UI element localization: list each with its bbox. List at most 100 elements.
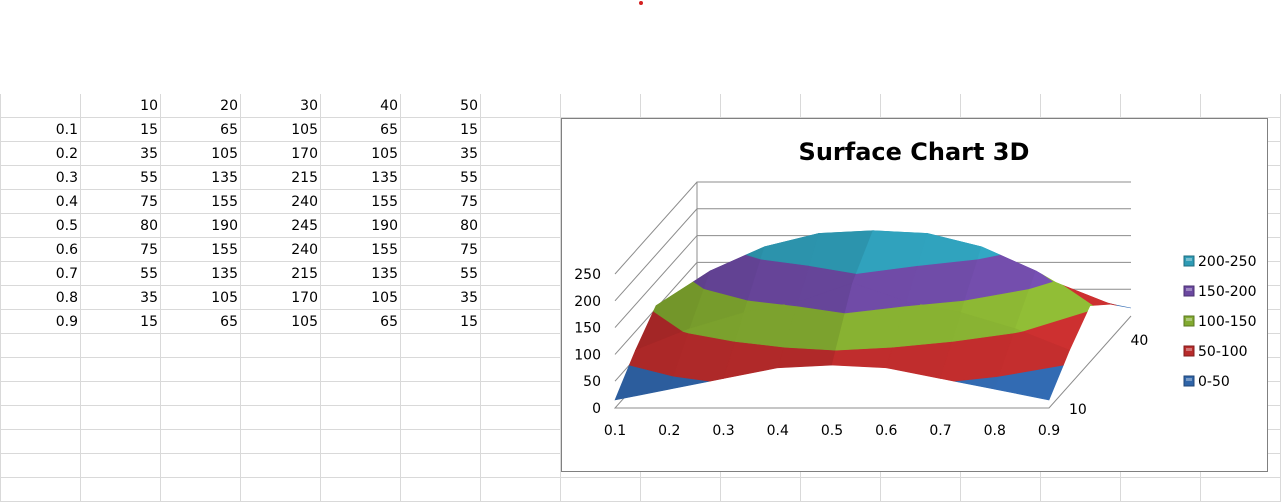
row-label-cell[interactable]: 0.7 (55, 266, 78, 282)
header-cell[interactable]: 20 (220, 98, 238, 114)
data-cell[interactable]: 75 (460, 242, 478, 258)
data-cell[interactable]: 75 (460, 194, 478, 210)
depth-tick-label: 40 (1131, 333, 1149, 349)
legend-swatch-highlight (1186, 378, 1192, 381)
legend-label: 100-150 (1198, 314, 1257, 330)
data-cell[interactable]: 105 (371, 146, 398, 162)
legend-swatch (1183, 285, 1195, 297)
grid-line-col (560, 94, 561, 502)
data-cell[interactable]: 55 (460, 266, 478, 282)
data-cell[interactable]: 135 (211, 266, 238, 282)
x-tick-label: 0.9 (1038, 423, 1060, 439)
data-cell[interactable]: 35 (140, 290, 158, 306)
data-cell[interactable]: 215 (291, 266, 318, 282)
data-cell[interactable]: 15 (460, 122, 478, 138)
legend-item[interactable]: 0-50 (1183, 374, 1230, 390)
data-cell[interactable]: 245 (291, 218, 318, 234)
data-cell[interactable]: 135 (371, 170, 398, 186)
data-cell[interactable]: 155 (371, 242, 398, 258)
z-tick-label: 150 (574, 321, 601, 337)
row-label-cell[interactable]: 0.9 (55, 314, 78, 330)
surface-facet (1013, 328, 1024, 334)
z-tick-label: 0 (592, 401, 601, 417)
row-label-cell[interactable]: 0.8 (55, 290, 78, 306)
legend-item[interactable]: 100-150 (1183, 314, 1257, 330)
data-cell[interactable]: 190 (371, 218, 398, 234)
chart-title: Surface Chart 3D (799, 138, 1030, 166)
data-cell[interactable]: 80 (140, 218, 158, 234)
chart-canvas: Surface Chart 3D 0 50 100 150 200 250 0.1 0.2 0.… (574, 138, 1257, 439)
data-cell[interactable]: 105 (291, 122, 318, 138)
cursor-marker (639, 1, 643, 5)
row-label-cell[interactable]: 0.3 (55, 170, 78, 186)
data-cell[interactable]: 55 (140, 266, 158, 282)
data-cell[interactable]: 35 (460, 146, 478, 162)
row-label-cell[interactable]: 0.1 (55, 122, 78, 138)
data-cell[interactable]: 15 (460, 314, 478, 330)
data-cell[interactable]: 55 (140, 170, 158, 186)
legend-label: 50-100 (1198, 344, 1248, 360)
data-cell[interactable]: 215 (291, 170, 318, 186)
grid-line-col (160, 94, 161, 502)
x-tick-label: 0.4 (767, 423, 789, 439)
row-label-cell[interactable]: 0.5 (55, 218, 78, 234)
data-cell[interactable]: 35 (140, 146, 158, 162)
header-cell[interactable]: 40 (380, 98, 398, 114)
data-cell[interactable]: 135 (371, 266, 398, 282)
data-cell[interactable]: 105 (371, 290, 398, 306)
legend-swatch (1183, 375, 1195, 387)
data-cell[interactable]: 190 (211, 218, 238, 234)
surface-facet (905, 301, 921, 307)
data-cell[interactable]: 105 (211, 290, 238, 306)
data-cell[interactable]: 240 (291, 194, 318, 210)
legend-item[interactable]: 150-200 (1183, 284, 1257, 300)
legend-label: 0-50 (1198, 374, 1230, 390)
legend-swatch-highlight (1186, 348, 1192, 351)
grid-line-col (0, 94, 1, 502)
grid-line-col (80, 94, 81, 502)
row-label-cell[interactable]: 0.4 (55, 194, 78, 210)
data-cell[interactable]: 75 (140, 242, 158, 258)
data-cell[interactable]: 170 (291, 290, 318, 306)
z-tick-label: 250 (574, 267, 601, 283)
data-cell[interactable]: 135 (211, 170, 238, 186)
data-cell[interactable]: 65 (380, 314, 398, 330)
x-tick-label: 0.3 (712, 423, 734, 439)
data-cell[interactable]: 55 (460, 170, 478, 186)
z-tick-label: 200 (574, 294, 601, 310)
legend-swatch-highlight (1186, 288, 1192, 291)
header-cell[interactable]: 50 (460, 98, 478, 114)
surface-facet (1028, 270, 1054, 290)
surface-chart[interactable]: Surface Chart 3D 0 50 100 150 200 250 0.1 0.2 0.… (561, 118, 1268, 472)
data-cell[interactable]: 170 (291, 146, 318, 162)
row-label-cell[interactable]: 0.2 (55, 146, 78, 162)
data-cell[interactable]: 105 (211, 146, 238, 162)
grid-line-col (320, 94, 321, 502)
data-cell[interactable]: 65 (220, 314, 238, 330)
data-cell[interactable]: 105 (291, 314, 318, 330)
data-cell[interactable]: 155 (211, 194, 238, 210)
data-cell[interactable]: 240 (291, 242, 318, 258)
legend-swatch (1183, 345, 1195, 357)
row-label-cell[interactable]: 0.6 (55, 242, 78, 258)
data-cell[interactable]: 65 (380, 122, 398, 138)
data-cell[interactable]: 75 (140, 194, 158, 210)
data-cell[interactable]: 65 (220, 122, 238, 138)
data-cell[interactable]: 15 (140, 314, 158, 330)
data-cell[interactable]: 80 (460, 218, 478, 234)
header-cell[interactable]: 30 (300, 98, 318, 114)
data-cell[interactable]: 155 (371, 194, 398, 210)
chart-surface (614, 230, 1132, 401)
data-cell[interactable]: 15 (140, 122, 158, 138)
x-tick-label: 0.6 (875, 423, 897, 439)
z-tick-label: 100 (574, 347, 601, 363)
header-cell[interactable]: 10 (140, 98, 158, 114)
legend-swatch-highlight (1186, 258, 1192, 261)
chart-legend[interactable]: 200-250 150-200 100-150 50-100 0-50 (1183, 254, 1257, 390)
grid-line-col (480, 94, 481, 502)
z-tick-label: 50 (583, 374, 601, 390)
data-cell[interactable]: 35 (460, 290, 478, 306)
legend-item[interactable]: 200-250 (1183, 254, 1257, 270)
legend-item[interactable]: 50-100 (1183, 344, 1248, 360)
data-cell[interactable]: 155 (211, 242, 238, 258)
